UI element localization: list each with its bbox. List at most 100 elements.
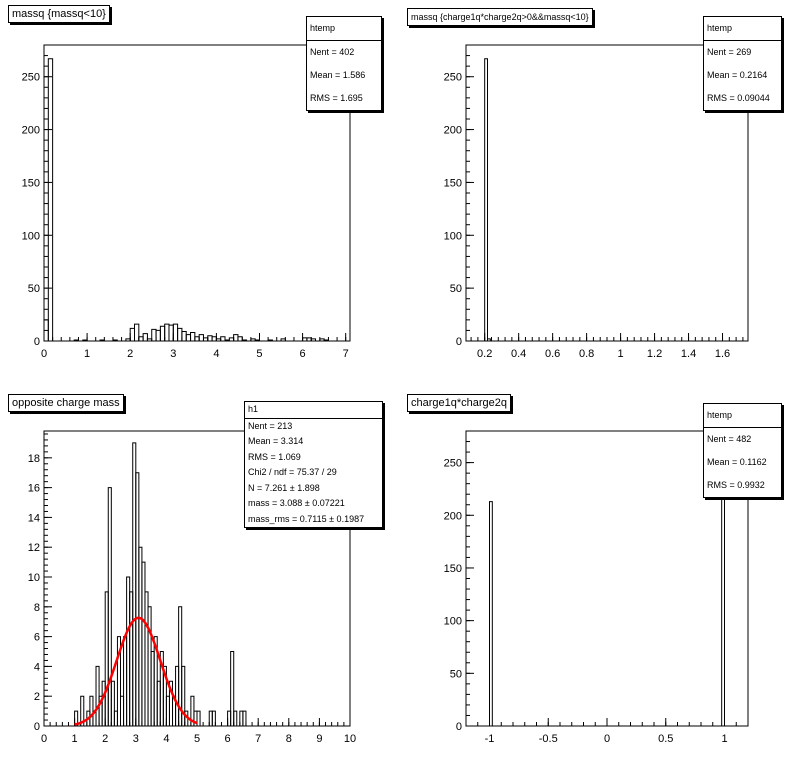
stats-box-line: Mean = 1.586 [310,70,366,80]
stats-box-line: N = 7.261 ± 1.898 [248,482,320,493]
x-tick-label: 0.6 [545,348,560,360]
y-tick-label: 150 [444,563,462,575]
stats-box-line: RMS = 0.9932 [707,480,765,490]
stats-box: htemp Nent = 269 Mean = 0.2164 RMS = 0.0904… [703,16,782,111]
histogram-bin [233,710,238,726]
histogram-svg: 0 1 2 3 4 5 6 7 0 50 100 150 200 250 [22,44,351,360]
stats-box-name: h1 [245,402,382,419]
x-tick-label: 8 [286,733,292,745]
stats-box-line: Nent = 482 [707,434,752,444]
y-tick-label: 200 [444,125,462,137]
histogram-bin [116,636,121,726]
y-tick-label: 100 [22,230,40,242]
x-tick-label: 9 [316,733,322,745]
x-tick-label: 0.2 [477,348,492,360]
y-tick-label: 250 [444,458,462,470]
stats-box-line: Mean = 0.1162 [707,457,767,467]
stats-box: htemp Nent = 482 Mean = 0.1162 RMS = 0.9932 [703,403,782,498]
histogram-bin [181,330,187,341]
plot-frame [43,44,351,342]
histogram-bin [233,334,239,341]
stats-box-line: RMS = 1.695 [310,93,363,103]
histogram-pad-1: 0 1 2 3 4 5 6 7 0 50 100 150 200 250 massq {massq<10} h… [0,0,398,386]
stats-box-name: htemp [307,17,381,41]
histogram-title: massq {charge1q*charge2q>0&&massq<10} [407,8,593,26]
y-tick-label: 4 [34,661,40,673]
y-tick-label: 50 [450,283,462,295]
y-tick-label: 200 [22,125,40,137]
x-tick-label: 0 [41,348,47,360]
histogram-bin [138,336,144,341]
histogram-pad-2: 0.2 0.4 0.6 0.8 1 1.2 1.4 1.6 0 50 100 150 200 250 mas… [398,0,796,386]
histogram-bin [190,332,196,341]
histogram-bin [110,680,115,726]
x-tick-label: 1 [618,348,624,360]
x-tick-label: -1 [485,733,495,745]
histogram-bin [230,651,235,726]
histogram-bin [489,501,493,726]
y-tick-label: 150 [444,177,462,189]
histogram-bin [220,336,226,341]
histogram-bin [237,336,243,341]
x-tick-label: 7 [255,733,261,745]
x-tick-label: 1 [721,733,727,745]
histogram-bin [129,327,136,341]
x-tick-label: 1.4 [681,348,696,360]
histogram-bin [159,325,166,341]
histogram-bin [242,710,247,726]
histogram-bin [164,323,170,341]
x-tick-label: 1 [72,733,78,745]
histogram-title: massq {massq<10} [8,5,110,23]
histogram-bin [211,336,217,341]
x-tick-label: 1 [84,348,90,360]
x-tick-label: 6 [225,733,231,745]
histogram-bin [198,334,204,341]
stats-box-line: Mean = 0.2164 [707,70,768,80]
x-tick-label: 0.4 [511,348,526,360]
y-tick-label: 0 [456,721,462,733]
stats-box-line: Nent = 213 [248,420,293,431]
histogram-bin [484,58,489,341]
stats-box-line: RMS = 1.069 [248,451,301,462]
stats-box-line: Nent = 402 [310,47,355,57]
histogram-bin [168,324,174,341]
histogram-title: opposite charge mass [8,394,124,412]
stats-box-line: RMS = 0.09044 [707,93,770,103]
histogram-bin [155,329,161,341]
y-tick-label: 100 [444,616,462,628]
x-tick-label: 5 [256,348,262,360]
y-tick-label: 150 [22,177,40,189]
histogram-svg: -1 -0.5 0 0.5 1 0 50 100 150 200 250 [444,430,749,745]
histogram-pad-4: -1 -0.5 0 0.5 1 0 50 100 150 200 250 charge1q*charg… [398,386,796,772]
x-tick-label: 1.2 [647,348,662,360]
x-tick-label: 0.8 [579,348,594,360]
x-tick-label: 5 [194,733,200,745]
y-tick-label: 0 [34,721,40,733]
x-tick-label: 4 [213,348,219,360]
x-tick-label: 0 [41,733,47,745]
x-tick-label: 0.5 [658,733,673,745]
histogram-bin [134,323,140,341]
y-tick-label: 14 [28,512,40,524]
x-tick-label: 3 [133,733,139,745]
x-tick-label: 1.6 [715,348,730,360]
y-tick-label: 16 [28,483,40,495]
y-tick-label: 10 [28,572,40,584]
stats-box-line: mass_rms = 0.7115 ± 0.1987 [248,513,365,524]
y-tick-label: 12 [28,542,40,554]
histogram-bin [207,335,213,341]
x-tick-label: 3 [170,348,176,360]
y-tick-label: 2 [34,691,40,703]
histogram-title: charge1q*charge2q [407,394,512,412]
stats-box-name: htemp [704,17,781,41]
stats-box-name: htemp [704,404,781,428]
histogram-bin [172,323,179,341]
stats-box: h1 Nent = 213 Mean = 3.314 RMS = 1.069 Chi2 … [244,401,383,528]
x-tick-label: 2 [127,348,133,360]
stats-box-line: Nent = 269 [707,47,752,57]
histogram-bin [80,695,85,726]
histogram-bin [142,333,148,341]
y-tick-label: 200 [444,510,462,522]
